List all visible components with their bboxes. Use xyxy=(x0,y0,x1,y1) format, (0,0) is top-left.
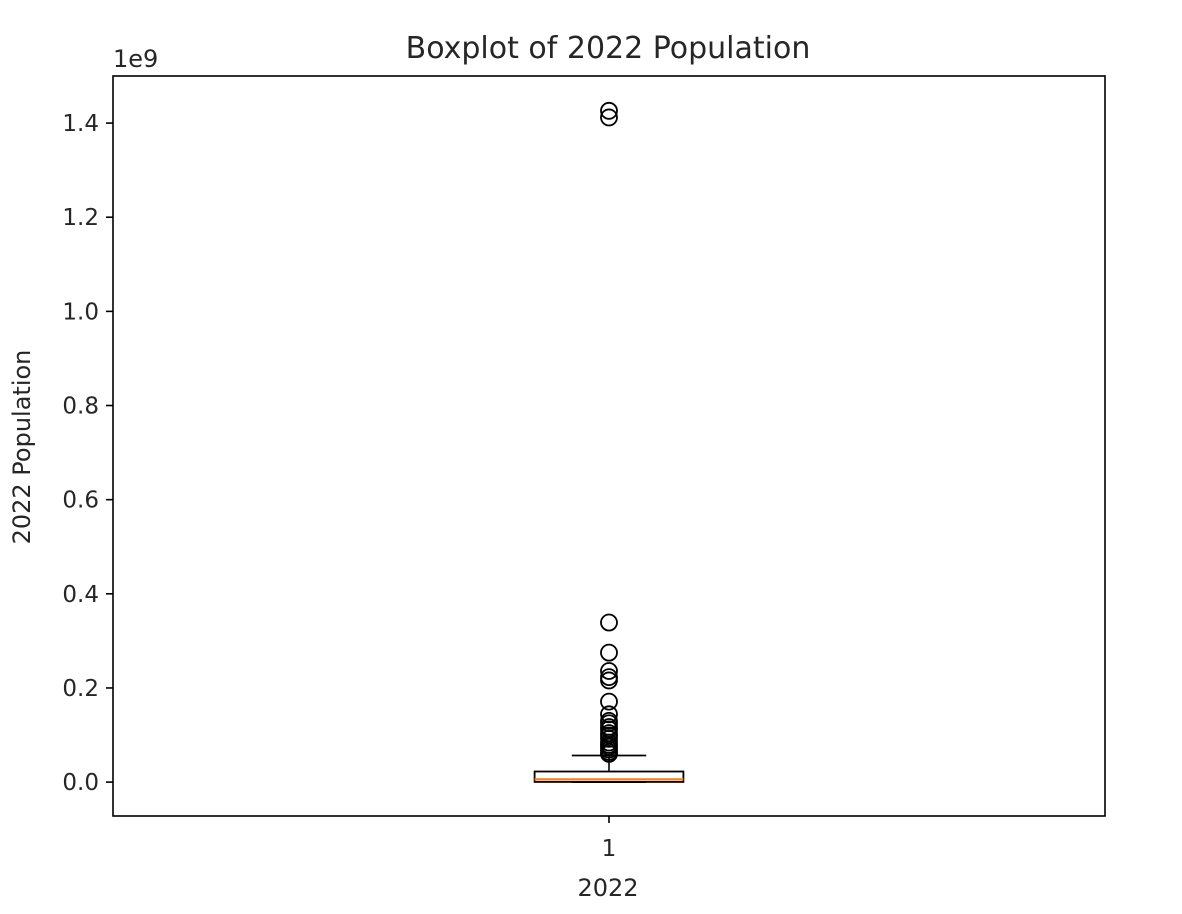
axes-frame xyxy=(112,75,1106,817)
outlier-point xyxy=(600,692,618,711)
x-tick-label: 1 xyxy=(602,836,617,862)
y-offset-text: 1e9 xyxy=(113,45,158,73)
outlier-point xyxy=(600,101,618,120)
y-tick-label: 0.6 xyxy=(62,488,99,514)
y-tick-label: 0.4 xyxy=(62,582,99,608)
x-axis-label: 2022 xyxy=(577,874,638,902)
plot-area: 0.0 0.2 0.4 0.6 0.8 1.0 1.2 1.4 1 xyxy=(62,75,1106,862)
outlier-point xyxy=(600,705,618,724)
y-axis-label: 2022 Population xyxy=(8,350,36,545)
outlier-point xyxy=(600,643,618,662)
y-tick-label: 0.8 xyxy=(62,394,99,420)
outlier-point xyxy=(600,744,618,763)
y-tick-label: 0.2 xyxy=(62,676,99,702)
outlier-point xyxy=(600,662,618,680)
iqr-box xyxy=(533,770,685,783)
chart-title: Boxplot of 2022 Population xyxy=(406,31,811,66)
y-tick-label: 1.0 xyxy=(62,299,99,325)
outlier-point xyxy=(600,671,618,690)
outlier-point xyxy=(600,613,618,632)
outlier-point xyxy=(600,108,618,127)
y-tick-label: 1.2 xyxy=(62,205,99,231)
y-tick-label: 0.0 xyxy=(62,770,99,796)
y-tick-label: 1.4 xyxy=(62,111,99,137)
